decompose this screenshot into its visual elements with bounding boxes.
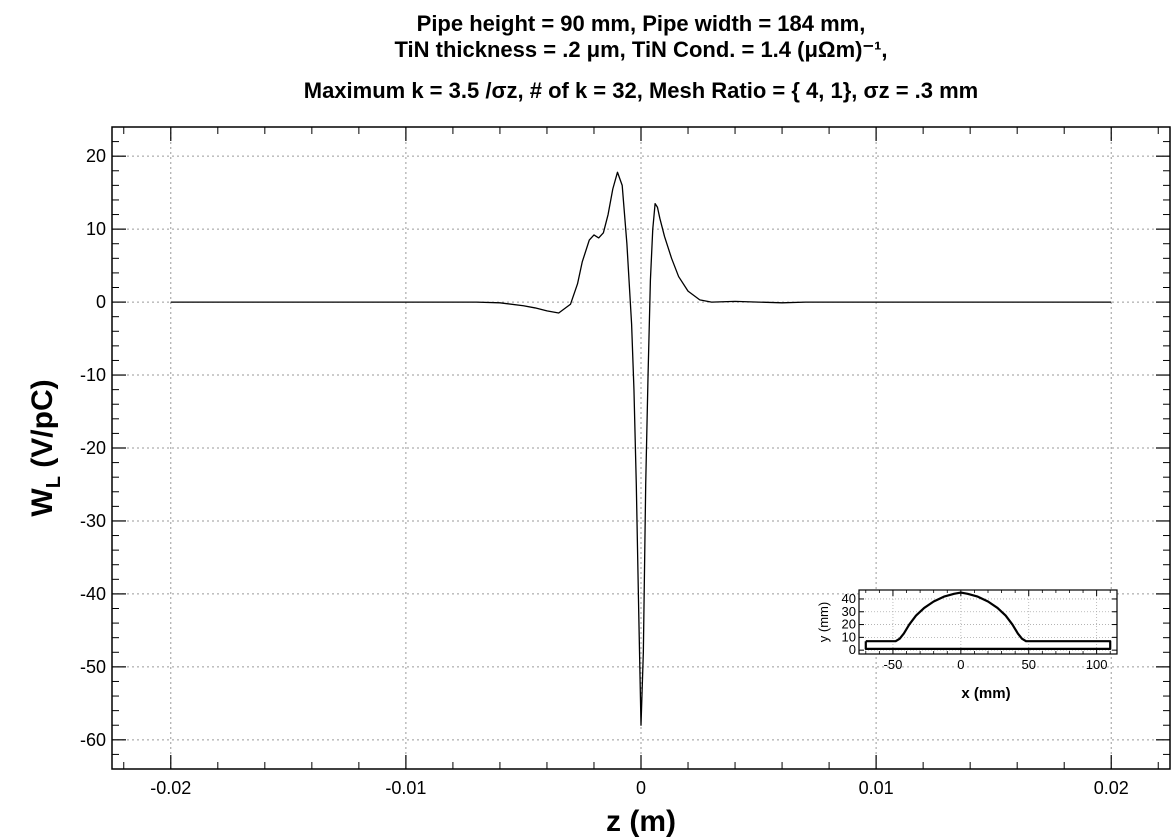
title-line-2: TiN thickness = .2 μm, TiN Cond. = 1.4 (… <box>394 37 887 62</box>
wake-series <box>170 171 1112 726</box>
x-tick-label: 0.02 <box>1094 778 1129 798</box>
y-tick-label: -10 <box>80 365 106 385</box>
y-axis-label: WL (V/pC) <box>26 379 65 516</box>
inset-frame <box>858 589 1118 655</box>
x-tick-label: -0.01 <box>385 778 426 798</box>
axis-ticks <box>112 126 1170 770</box>
x-tick-labels: -0.02 -0.01 0 0.01 0.02 <box>150 778 1128 798</box>
inset-y-axis-label: y (mm) <box>816 602 831 642</box>
y-tick-label: 0 <box>96 292 106 312</box>
inset-y-tick-label: 30 <box>842 604 856 619</box>
inset-y-tick-label: 20 <box>842 617 856 632</box>
inset-x-tick-label: 100 <box>1086 657 1108 672</box>
x-tick-label: -0.02 <box>150 778 191 798</box>
inset-profile-series <box>864 591 1112 650</box>
y-tick-label: -20 <box>80 438 106 458</box>
inset-x-tick-label: 0 <box>957 657 964 672</box>
y-tick-label: -40 <box>80 584 106 604</box>
y-tick-label: -60 <box>80 730 106 750</box>
title-line-1: Pipe height = 90 mm, Pipe width = 184 mm… <box>417 11 866 36</box>
y-axis-label-unit: (V/pC) <box>26 379 59 476</box>
inset-x-axis-label: x (mm) <box>961 685 1010 702</box>
inset-x-tick-label: -50 <box>884 657 903 672</box>
y-axis-label-main: W <box>26 488 59 517</box>
inset-profile-line-1 <box>864 591 1112 650</box>
y-tick-label: 20 <box>86 146 106 166</box>
inset-y-tick-label: 40 <box>842 591 856 606</box>
inset-x-tick-label: 50 <box>1022 657 1036 672</box>
x-tick-label: 0.01 <box>859 778 894 798</box>
y-tick-labels: 20 10 0 -10 -20 -30 -40 -50 -60 <box>80 146 106 750</box>
inset-ticks <box>859 590 1117 654</box>
inset-x-tick-labels: -50 0 50 100 <box>884 657 1108 672</box>
chart-title: Pipe height = 90 mm, Pipe width = 184 mm… <box>304 11 978 103</box>
inset-y-tick-label: 10 <box>842 629 856 644</box>
y-tick-label: 10 <box>86 219 106 239</box>
x-tick-label: 0 <box>636 778 646 798</box>
title-line-3: Maximum k = 3.5 /σz, # of k = 32, Mesh R… <box>304 78 978 103</box>
inset-y-tick-label: 0 <box>849 642 856 657</box>
y-tick-label: -50 <box>80 657 106 677</box>
y-tick-label: -30 <box>80 511 106 531</box>
y-axis-label-subscript: L <box>43 476 65 488</box>
x-axis-label: z (m) <box>606 805 676 838</box>
grid-lines <box>112 127 1170 769</box>
series-line-1 <box>170 171 1112 726</box>
